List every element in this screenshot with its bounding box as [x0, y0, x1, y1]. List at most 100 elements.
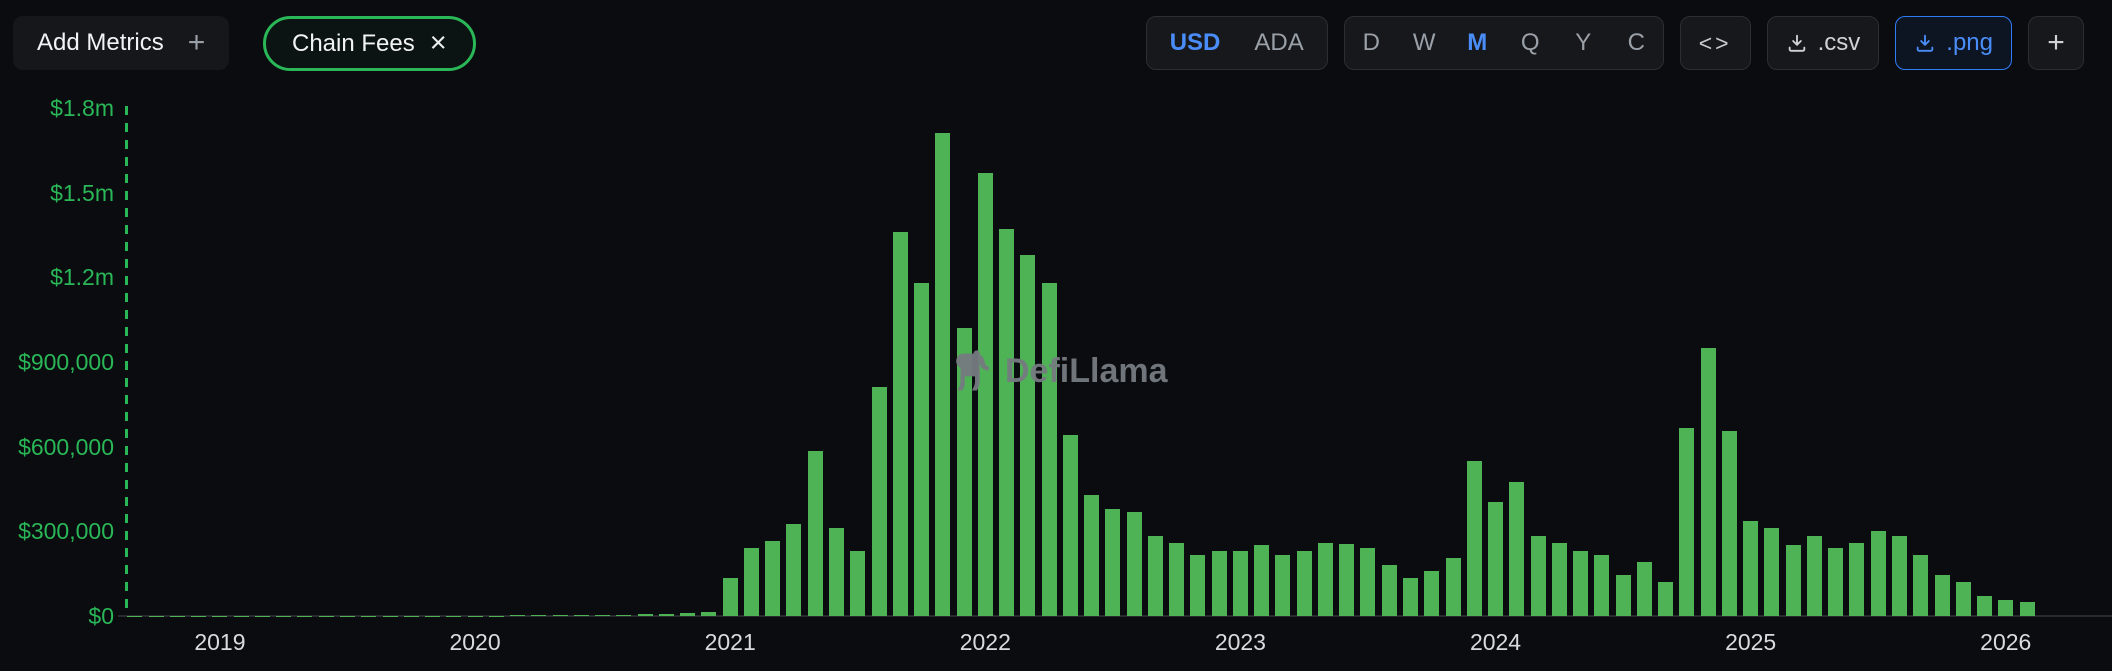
interval-toggle-option-d[interactable]: D	[1345, 17, 1398, 69]
bar-2021-08[interactable]	[871, 387, 887, 616]
bar-2023-04[interactable]	[1296, 551, 1312, 616]
bar-2021-05[interactable]	[807, 450, 823, 616]
bar-2024-07[interactable]	[1615, 575, 1631, 616]
currency-toggle-option-ada[interactable]: ADA	[1237, 17, 1320, 69]
interval-toggle-option-y[interactable]: Y	[1557, 17, 1610, 69]
bar-2022-09[interactable]	[1147, 535, 1163, 616]
embed-button[interactable]: <>	[1679, 16, 1751, 70]
bar-2022-02[interactable]	[999, 229, 1015, 616]
bar-2024-10[interactable]	[1679, 428, 1695, 616]
bar-2020-09[interactable]	[637, 614, 653, 616]
bar-2023-08[interactable]	[1381, 565, 1397, 616]
bar-2024-05[interactable]	[1573, 551, 1589, 616]
bar-2021-09[interactable]	[892, 232, 908, 616]
bar-2024-09[interactable]	[1658, 582, 1674, 616]
interval-toggle-option-m[interactable]: M	[1451, 17, 1504, 69]
bar-2022-06[interactable]	[1084, 494, 1100, 616]
x-axis-label: 2021	[704, 629, 756, 655]
bar-2024-04[interactable]	[1551, 542, 1567, 616]
bar-2021-06[interactable]	[828, 528, 844, 616]
bar-2020-02[interactable]	[488, 615, 504, 616]
bar-2022-07[interactable]	[1105, 508, 1121, 616]
bar-2024-06[interactable]	[1594, 555, 1610, 616]
bar-2021-10[interactable]	[914, 282, 930, 616]
bar-2024-11[interactable]	[1700, 347, 1716, 616]
bar-2023-05[interactable]	[1317, 542, 1333, 616]
defillama-logo-icon	[956, 350, 989, 391]
bar-2020-05[interactable]	[552, 615, 568, 616]
bar-2021-03[interactable]	[765, 541, 781, 616]
bar-2021-04[interactable]	[786, 524, 802, 616]
bar-2025-01[interactable]	[1743, 521, 1759, 616]
bar-2024-02[interactable]	[1509, 481, 1525, 616]
bar-2023-06[interactable]	[1339, 544, 1355, 616]
bar-2026-01[interactable]	[1998, 599, 2014, 616]
bar-2023-09[interactable]	[1403, 577, 1418, 616]
bar-2025-04[interactable]	[1806, 535, 1822, 616]
bar-2020-11[interactable]	[680, 613, 696, 616]
metric-pill-chain-fees[interactable]: Chain Fees ×	[263, 16, 476, 71]
bar-2021-12[interactable]	[956, 328, 972, 616]
bar-2026-02[interactable]	[2019, 602, 2035, 616]
interval-toggle-option-w[interactable]: W	[1398, 17, 1451, 69]
bar-2021-07[interactable]	[850, 551, 866, 616]
bar-2021-11[interactable]	[935, 133, 951, 616]
bar-2025-05[interactable]	[1828, 548, 1844, 616]
currency-toggle-option-usd[interactable]: USD	[1153, 17, 1238, 69]
bar-2020-07[interactable]	[595, 615, 611, 616]
bar-2025-03[interactable]	[1785, 545, 1801, 616]
bar-2022-03[interactable]	[1020, 254, 1036, 616]
bar-2022-05[interactable]	[1062, 435, 1078, 616]
bar-2022-11[interactable]	[1190, 555, 1206, 616]
add-panel-button[interactable]: +	[2028, 16, 2084, 70]
bar-2020-10[interactable]	[658, 613, 674, 616]
embed-code-icon: <>	[1698, 29, 1732, 56]
x-axis-label: 2023	[1214, 629, 1266, 655]
bar-2023-11[interactable]	[1445, 558, 1461, 616]
bar-2023-12[interactable]	[1466, 460, 1482, 616]
add-metrics-label: Add Metrics	[37, 29, 164, 56]
bar-2023-02[interactable]	[1254, 545, 1270, 616]
bar-2024-08[interactable]	[1636, 562, 1652, 616]
bar-2022-10[interactable]	[1169, 542, 1185, 616]
bar-2025-06[interactable]	[1849, 542, 1865, 616]
bar-2025-08[interactable]	[1891, 535, 1907, 616]
bar-2020-03[interactable]	[510, 615, 526, 616]
interval-toggle-option-c[interactable]: C	[1610, 17, 1663, 69]
bar-2025-11[interactable]	[1955, 582, 1971, 616]
bar-2023-01[interactable]	[1232, 551, 1248, 616]
plus-icon: +	[2047, 26, 2065, 59]
bar-2020-06[interactable]	[573, 615, 589, 616]
bar-2024-03[interactable]	[1530, 535, 1546, 616]
bar-2025-07[interactable]	[1870, 531, 1886, 616]
currency-toggle: USD ADA	[1145, 16, 1328, 70]
download-icon	[1788, 34, 1805, 52]
bar-2021-01[interactable]	[722, 577, 738, 616]
bar-2024-12[interactable]	[1721, 431, 1737, 616]
bar-2025-12[interactable]	[1977, 596, 1993, 616]
download-png-button[interactable]: .png	[1895, 16, 2012, 70]
bar-2020-04[interactable]	[531, 615, 547, 616]
bar-2025-02[interactable]	[1764, 528, 1780, 616]
close-icon[interactable]: ×	[429, 27, 447, 60]
bar-2023-10[interactable]	[1424, 570, 1440, 616]
x-axis-label: 2026	[1980, 629, 2032, 655]
bar-2020-08[interactable]	[616, 614, 632, 616]
bar-2022-08[interactable]	[1126, 511, 1142, 616]
bar-2025-09[interactable]	[1913, 555, 1929, 616]
bar-2024-01[interactable]	[1488, 501, 1504, 616]
download-csv-button[interactable]: .csv	[1766, 16, 1880, 70]
bar-2021-02[interactable]	[743, 548, 759, 616]
bar-2022-01[interactable]	[977, 172, 993, 616]
bar-2020-12[interactable]	[701, 612, 717, 616]
y-axis-label: $300,000	[18, 518, 114, 545]
bar-2022-12[interactable]	[1211, 551, 1227, 616]
add-metrics-button[interactable]: Add Metrics +	[13, 16, 230, 70]
bar-2023-07[interactable]	[1360, 548, 1376, 616]
bar-2022-04[interactable]	[1041, 282, 1057, 616]
bar-2025-10[interactable]	[1934, 575, 1950, 616]
interval-toggle-option-q[interactable]: Q	[1504, 17, 1557, 69]
x-axis-label: 2025	[1725, 629, 1777, 655]
bar-2023-03[interactable]	[1275, 555, 1291, 616]
